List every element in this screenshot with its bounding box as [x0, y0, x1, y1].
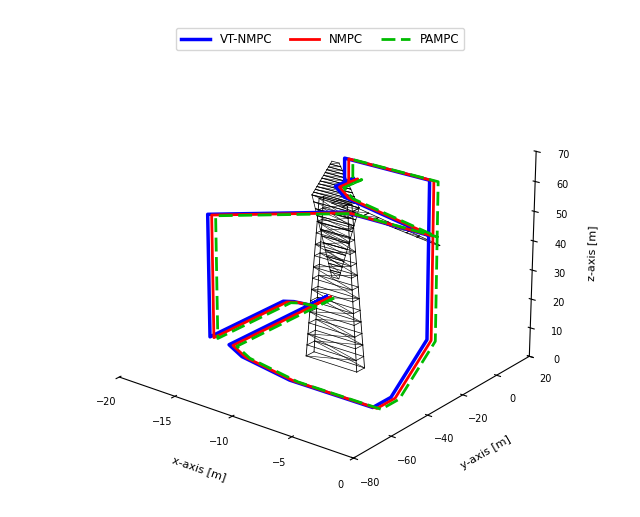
Legend: VT-NMPC, NMPC, PAMPC: VT-NMPC, NMPC, PAMPC: [176, 28, 464, 51]
X-axis label: x-axis [m]: x-axis [m]: [172, 455, 228, 482]
Y-axis label: y-axis [m]: y-axis [m]: [460, 435, 513, 472]
